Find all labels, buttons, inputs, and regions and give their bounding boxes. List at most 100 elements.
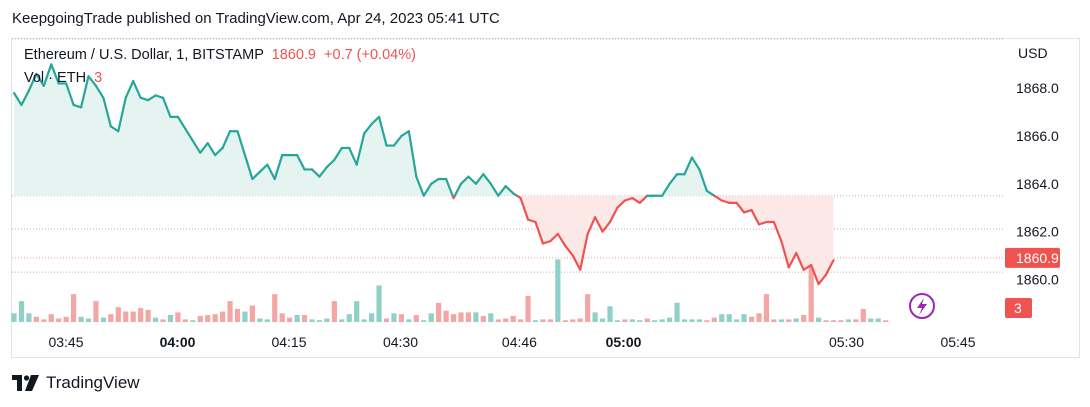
price-segment	[422, 182, 433, 197]
price-segment	[787, 251, 798, 269]
tradingview-brand: TradingView	[46, 373, 140, 392]
symbol-name[interactable]: Ethereum / U.S. Dollar, 1, BITSTAMP	[24, 47, 264, 63]
price-segment	[601, 220, 612, 233]
y-tick-label: 1860.0	[1016, 271, 1059, 287]
volume-bar	[830, 320, 837, 322]
price-segment	[742, 208, 753, 214]
volume-bar	[838, 320, 844, 322]
price-segment	[564, 244, 574, 257]
price-segment	[377, 115, 388, 147]
price-segment	[661, 182, 671, 197]
volume-bar	[532, 320, 539, 322]
volume-bar	[786, 319, 792, 322]
x-tick-label: 05:00	[606, 334, 642, 350]
volume-bar	[160, 319, 166, 322]
flash-icon[interactable]	[909, 293, 935, 319]
volume-bar	[78, 316, 84, 322]
volume-bar	[316, 320, 323, 322]
volume-bar	[652, 320, 658, 322]
currency-label[interactable]: USD	[1018, 45, 1048, 61]
volume-bar	[93, 301, 99, 322]
volume-bar	[719, 314, 725, 322]
price-segment	[147, 94, 157, 102]
volume-bar	[346, 314, 352, 322]
x-tick-label: 05:45	[940, 334, 975, 350]
price-segment	[772, 220, 783, 243]
volume-bar	[659, 319, 665, 322]
tradingview-logo-icon	[12, 375, 39, 391]
volume-bar	[555, 259, 561, 322]
price-segment	[504, 185, 515, 195]
price-segment	[154, 94, 165, 99]
price-segment	[631, 197, 641, 204]
y-tick-label: 1862.0	[1016, 224, 1059, 240]
volume-bar	[33, 316, 39, 322]
volume-bar	[868, 318, 874, 322]
volume-bar	[823, 320, 829, 322]
volume-bar	[450, 314, 457, 322]
price-segment	[541, 240, 552, 245]
price-segment	[199, 142, 209, 154]
price-segment	[243, 154, 254, 181]
last-price-label: 1860.9	[1016, 250, 1059, 266]
price-segment	[519, 197, 530, 221]
volume-bar	[413, 315, 419, 322]
price-segment	[333, 146, 343, 161]
volume-bar	[220, 311, 226, 322]
price-segment	[407, 130, 418, 178]
price-segment	[266, 163, 276, 181]
volume-bar	[473, 312, 479, 322]
volume-bar	[763, 294, 770, 322]
volume-bar	[436, 302, 442, 322]
volume-bar	[696, 319, 702, 322]
price-segment	[176, 115, 187, 130]
volume-bar	[756, 313, 762, 322]
price-segment	[400, 130, 410, 138]
price-segment	[683, 156, 694, 176]
price-segment	[325, 158, 336, 169]
volume-bar	[681, 319, 688, 322]
price-segment	[593, 216, 604, 233]
volume-bar	[644, 318, 650, 322]
volume-bar	[771, 319, 777, 322]
volume-bar	[279, 313, 285, 322]
price-segment	[132, 79, 142, 99]
volume-layer	[11, 259, 889, 322]
volume-bar	[525, 295, 531, 322]
tradingview-footer[interactable]: TradingView	[12, 373, 140, 393]
volume-bar	[875, 318, 881, 322]
price-segment	[549, 232, 559, 243]
volume-bar	[71, 294, 77, 322]
volume-bar	[577, 318, 583, 322]
volume-bar	[108, 314, 114, 322]
price-segment	[795, 251, 805, 271]
price-segment	[214, 146, 224, 157]
price-segment	[296, 154, 306, 171]
volume-bar	[63, 316, 69, 322]
volume-bar	[294, 315, 300, 322]
volume-bar	[249, 305, 255, 322]
volume-bar	[85, 318, 92, 322]
price-segment	[184, 127, 194, 142]
price-segment	[453, 182, 463, 197]
volume-bar	[301, 315, 308, 322]
price-segment	[65, 82, 75, 107]
volume-bar	[622, 319, 628, 322]
price-segment	[698, 168, 708, 193]
volume-bar	[495, 319, 501, 322]
y-tick-label: 1868.0	[1016, 80, 1059, 96]
volume-bar	[793, 318, 799, 322]
volume-bar	[607, 306, 613, 322]
volume-bar	[845, 319, 851, 322]
volume-bar	[428, 313, 434, 322]
volume-bar	[26, 313, 32, 322]
volume-legend-label[interactable]: Vol · ETH	[24, 70, 87, 86]
volume-bar	[309, 319, 315, 322]
volume-bar	[212, 314, 218, 322]
volume-bar	[376, 285, 382, 322]
volume-bar	[510, 315, 516, 322]
price-segment	[363, 122, 373, 135]
volume-bar	[734, 319, 740, 322]
volume-badge	[1005, 298, 1032, 318]
